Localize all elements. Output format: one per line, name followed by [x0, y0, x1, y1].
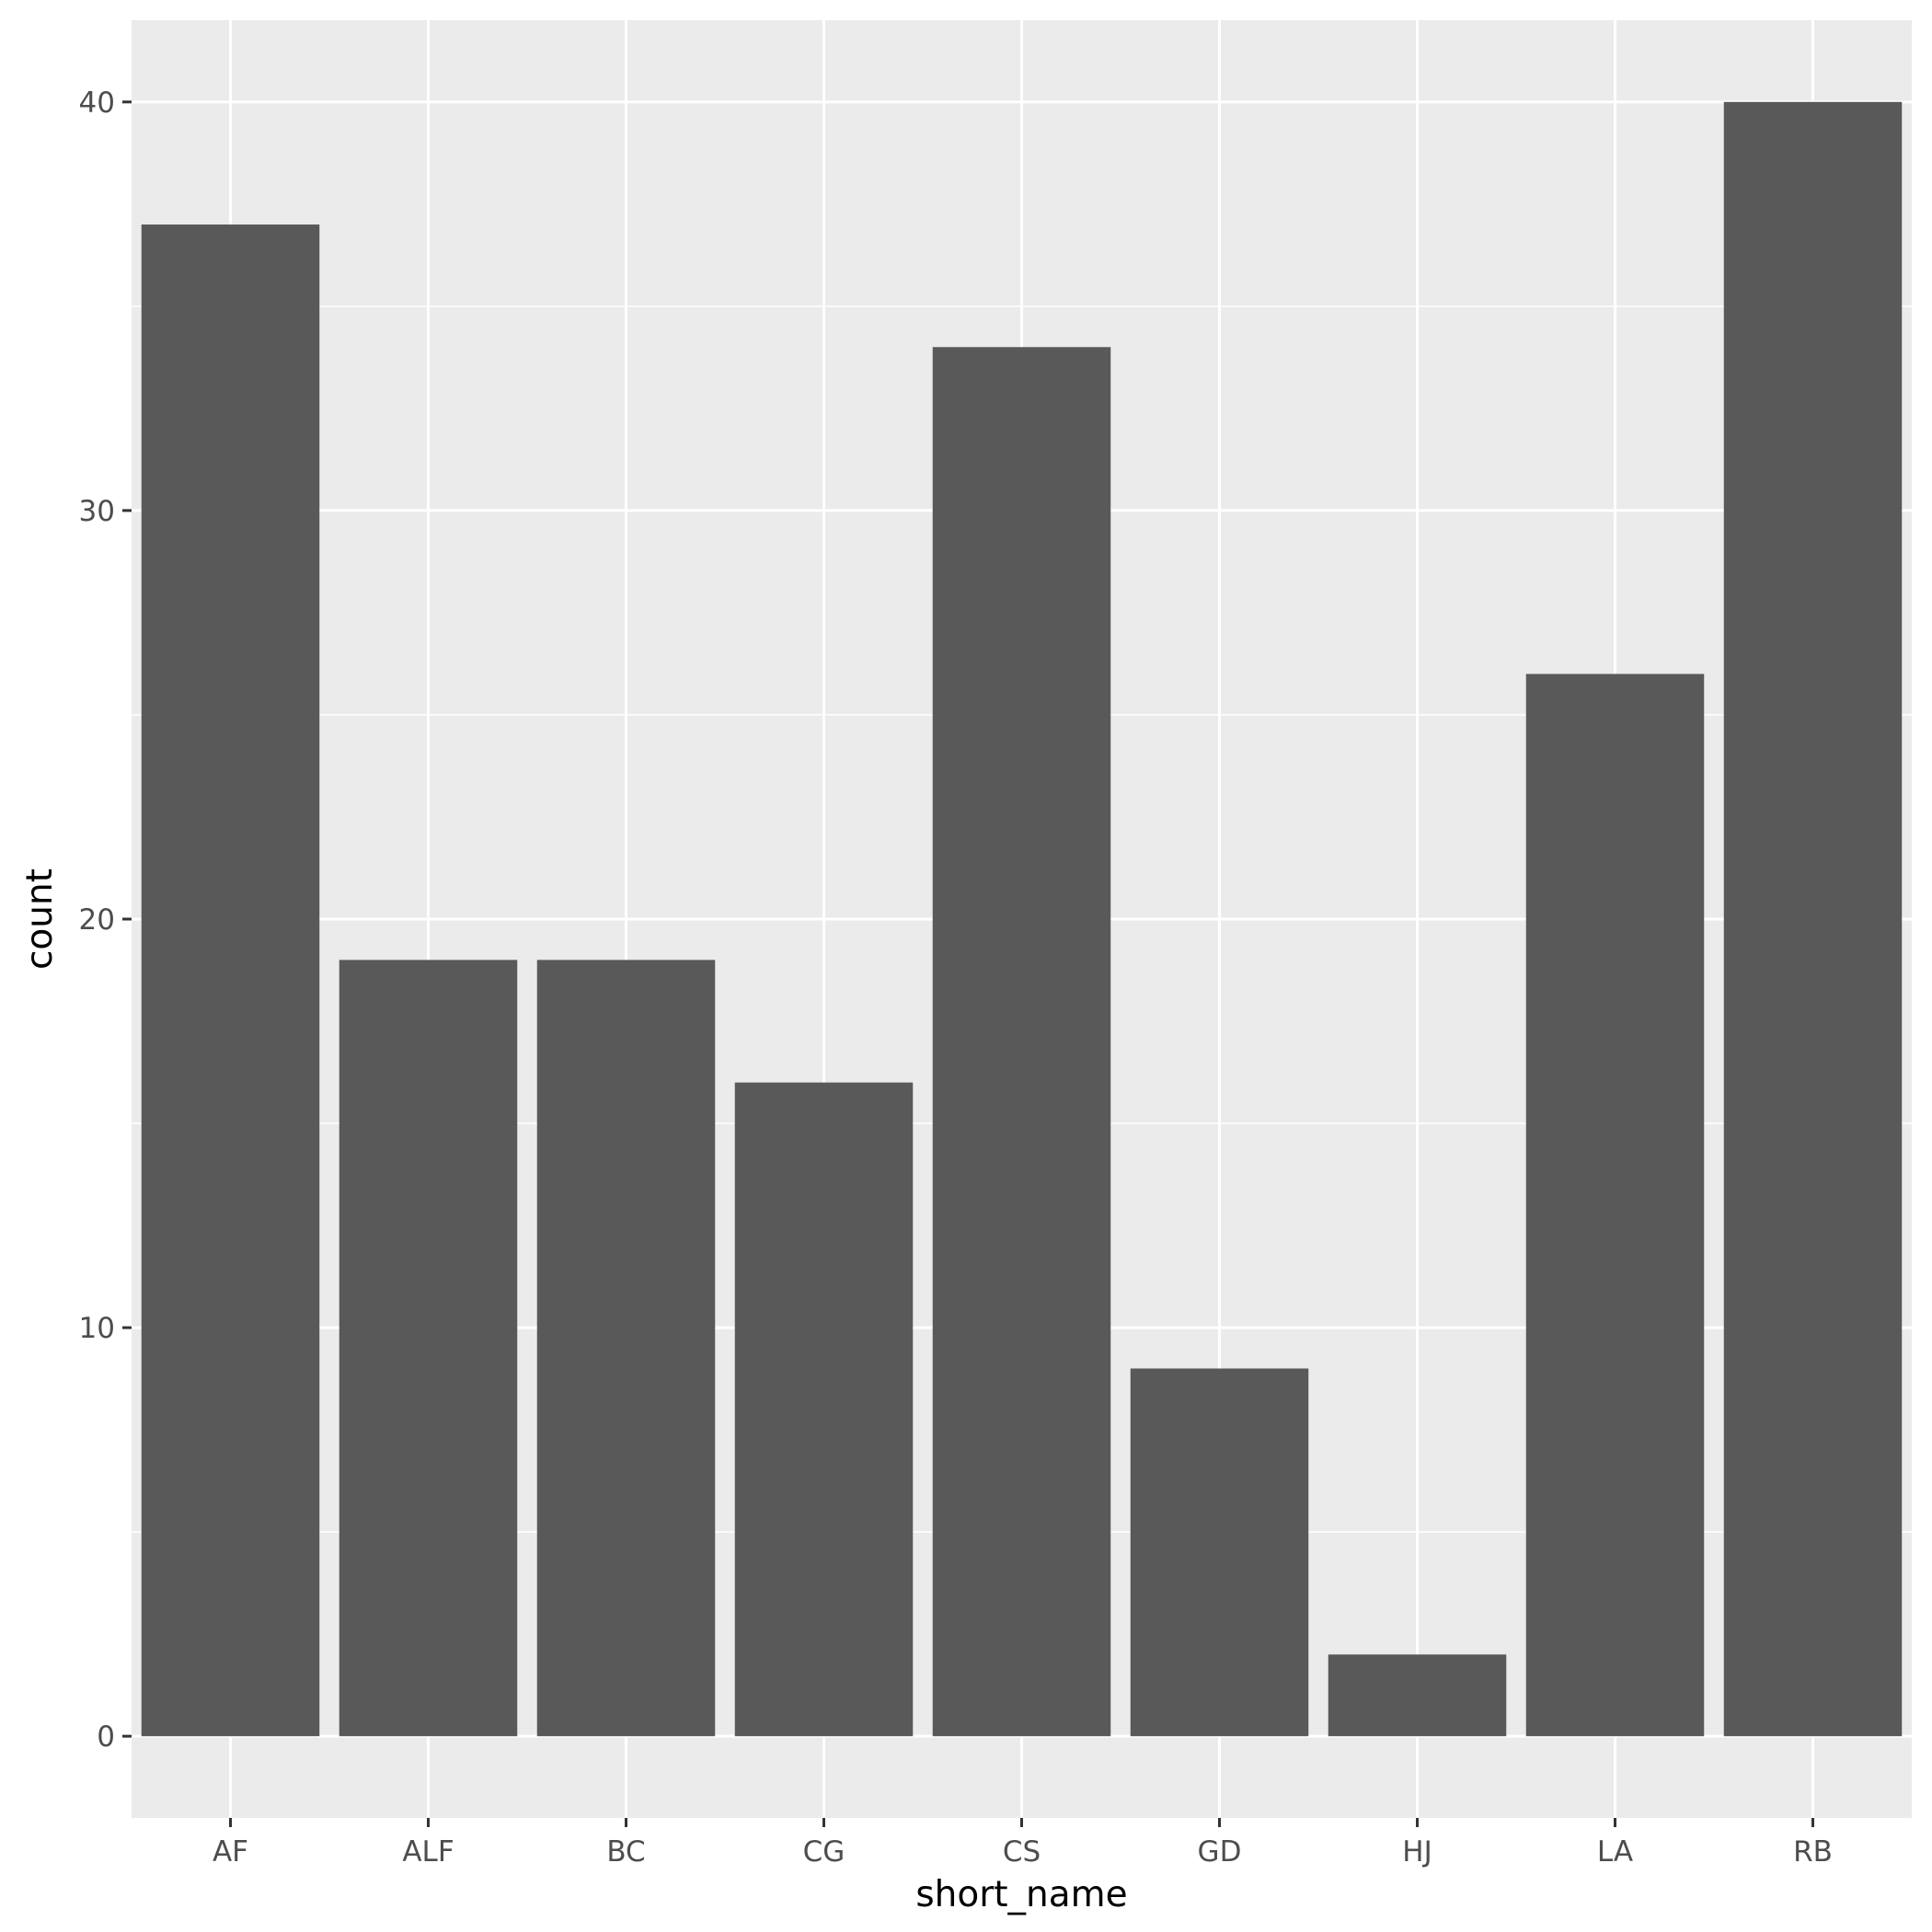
x-tick-label: ALF [402, 1835, 454, 1869]
bar-gd [1130, 1368, 1309, 1737]
bars [141, 101, 1903, 1737]
y-tick-label: 20 [79, 903, 115, 937]
y-tick-label: 10 [79, 1312, 115, 1345]
bar-hj [1328, 1654, 1507, 1737]
bar-la [1525, 673, 1705, 1737]
bar-alf [339, 960, 518, 1737]
bar-cg [734, 1082, 914, 1737]
x-tick-label: BC [606, 1835, 645, 1869]
x-tick-label: LA [1597, 1835, 1633, 1869]
x-axis-title: short_name [915, 1874, 1127, 1915]
x-tick-label: AF [213, 1835, 248, 1869]
y-axis-title: count [19, 868, 61, 970]
x-tick-label: CS [1003, 1835, 1041, 1869]
y-tick-label: 40 [79, 86, 115, 120]
x-axis: AF ALF BC CG CS GD HJ LA RB [213, 1818, 1833, 1869]
x-tick-label: CG [803, 1835, 845, 1869]
x-tick-label: HJ [1402, 1835, 1432, 1869]
y-tick-label: 0 [97, 1720, 115, 1754]
bar-bc [536, 960, 716, 1737]
bar-rb [1723, 101, 1903, 1737]
x-tick-label: GD [1198, 1835, 1242, 1869]
y-tick-label: 30 [79, 495, 115, 528]
y-axis: 0 10 20 30 40 [79, 86, 132, 1754]
bar-cs [932, 347, 1111, 1737]
x-tick-label: RB [1793, 1835, 1833, 1869]
bar-af [141, 224, 320, 1737]
